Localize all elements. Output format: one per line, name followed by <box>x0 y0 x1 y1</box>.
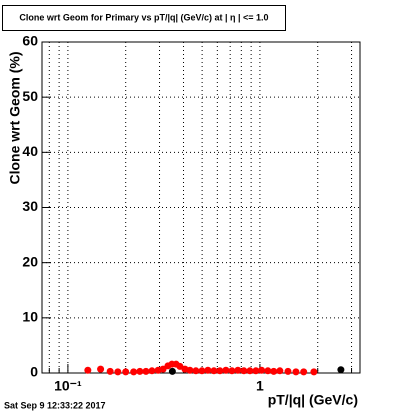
data-point <box>337 366 345 374</box>
data-point <box>216 367 224 375</box>
data-point <box>270 367 278 375</box>
data-point <box>114 368 122 376</box>
data-point <box>310 368 318 376</box>
data-point <box>159 365 167 373</box>
data-point <box>276 367 284 375</box>
y-tick-label: 50 <box>22 88 38 104</box>
title-box <box>2 5 286 31</box>
y-tick-label: 60 <box>22 33 38 49</box>
data-point <box>130 368 138 376</box>
x-tick-label: 10⁻¹ <box>54 378 82 394</box>
data-point <box>168 367 176 375</box>
footer-date: Sat Sep 9 12:33:22 2017 <box>4 400 106 410</box>
data-point <box>258 366 266 374</box>
data-point <box>122 368 130 376</box>
data-point <box>222 366 230 374</box>
data-point <box>204 366 212 374</box>
x-tick-label: 1 <box>256 378 264 394</box>
data-point <box>228 367 236 375</box>
data-point <box>292 368 300 376</box>
y-tick-label: 0 <box>30 364 38 380</box>
data-point <box>252 367 260 375</box>
data-point <box>284 367 292 375</box>
data-point <box>264 367 272 375</box>
y-tick-label: 20 <box>22 253 38 269</box>
data-point <box>210 367 218 375</box>
x-axis-title: pT/|q| (GeV/c) <box>268 392 358 408</box>
data-point <box>106 367 114 375</box>
y-tick-label: 10 <box>22 309 38 325</box>
data-point <box>84 366 92 374</box>
data-point <box>136 367 144 375</box>
data-point <box>300 368 308 376</box>
chart-title: Clone wrt Geom for Primary vs pT/|q| (Ge… <box>19 12 268 22</box>
data-point <box>198 367 206 375</box>
data-point <box>142 367 150 375</box>
y-tick-label: 40 <box>22 143 38 159</box>
data-point <box>148 367 156 375</box>
data-point <box>186 366 194 374</box>
data-point <box>234 366 242 374</box>
data-point <box>240 367 248 375</box>
y-axis-title: Clone wrt Geom (%) <box>7 51 23 184</box>
data-point <box>192 367 200 375</box>
y-tick-label: 30 <box>22 198 38 214</box>
data-point <box>246 367 254 375</box>
data-point <box>97 365 105 373</box>
